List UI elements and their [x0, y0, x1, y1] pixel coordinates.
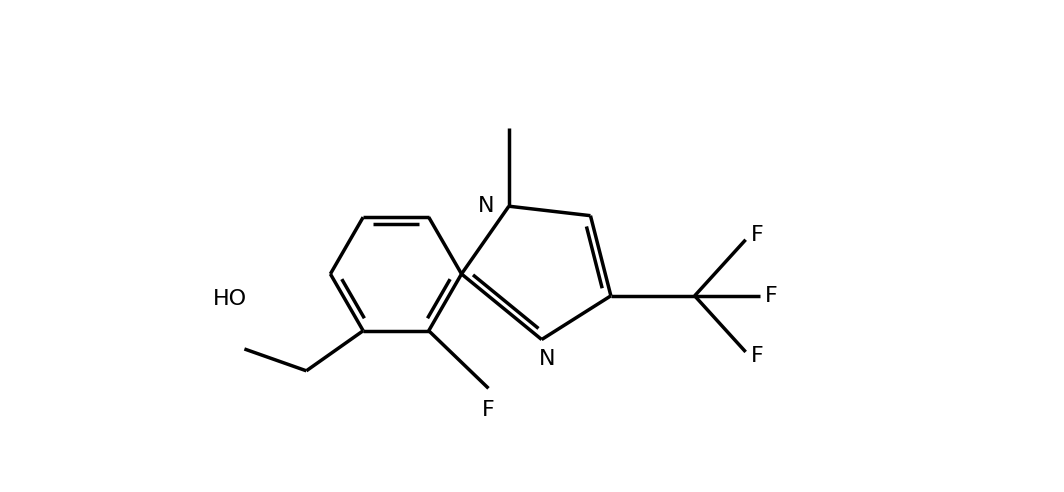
Text: F: F	[751, 225, 764, 246]
Text: F: F	[482, 400, 495, 420]
Text: N: N	[538, 349, 555, 369]
Text: N: N	[478, 196, 495, 216]
Text: F: F	[765, 286, 778, 306]
Text: HO: HO	[213, 289, 247, 309]
Text: F: F	[751, 346, 764, 366]
